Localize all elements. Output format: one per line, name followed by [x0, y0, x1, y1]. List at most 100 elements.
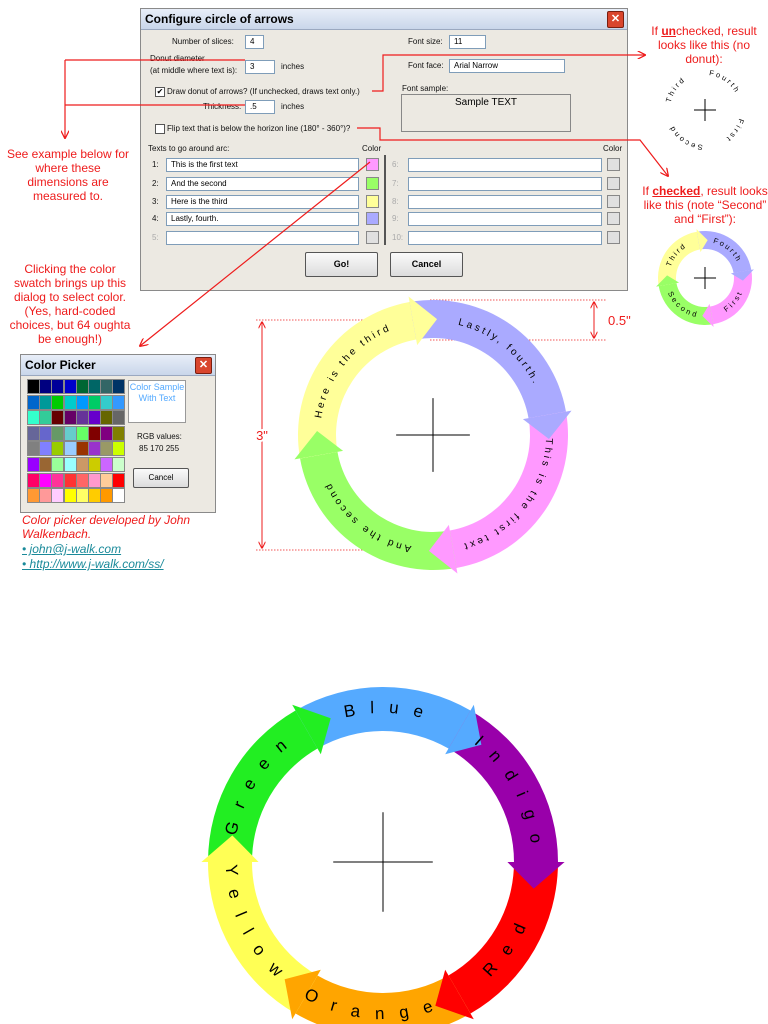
palette-swatch[interactable] — [51, 379, 65, 394]
color-swatch[interactable] — [366, 158, 379, 171]
font-size-select[interactable]: 11 — [449, 35, 486, 49]
palette-swatch[interactable] — [63, 379, 77, 394]
palette-swatch[interactable] — [75, 472, 89, 488]
palette-swatch[interactable] — [27, 394, 40, 410]
palette-swatch[interactable] — [100, 457, 114, 472]
palette-swatch[interactable] — [39, 457, 53, 472]
palette-swatch[interactable] — [75, 410, 89, 426]
palette-swatch[interactable] — [75, 379, 89, 394]
palette-swatch[interactable] — [63, 457, 77, 472]
palette-swatch[interactable] — [27, 425, 40, 441]
palette-swatch[interactable] — [88, 379, 101, 394]
checkbox[interactable]: ✔ — [155, 87, 165, 97]
palette-swatch[interactable] — [27, 457, 40, 472]
url-link[interactable]: • http://www.j-walk.com/ss/ — [22, 557, 164, 571]
go-button[interactable]: Go! — [305, 252, 378, 277]
palette-swatch[interactable] — [75, 425, 89, 441]
palette-swatch[interactable] — [51, 425, 65, 441]
palette-swatch[interactable] — [100, 394, 114, 410]
cancel-button[interactable]: Cancel — [390, 252, 463, 277]
palette-swatch[interactable] — [27, 410, 40, 426]
palette-swatch[interactable] — [112, 394, 126, 410]
palette-swatch[interactable] — [39, 379, 53, 394]
checkbox[interactable] — [155, 124, 165, 134]
palette-swatch[interactable] — [39, 441, 53, 457]
palette-swatch[interactable] — [100, 379, 114, 394]
palette-swatch[interactable] — [63, 410, 77, 426]
palette-swatch[interactable] — [112, 379, 126, 394]
palette-swatch[interactable] — [100, 472, 114, 488]
palette-swatch[interactable] — [27, 441, 40, 457]
annotation: See example below for where these dimens… — [6, 147, 130, 203]
text-input[interactable] — [166, 231, 359, 245]
palette-swatch[interactable] — [100, 441, 114, 457]
text-input[interactable] — [408, 195, 602, 209]
palette-swatch[interactable] — [112, 472, 126, 488]
palette-swatch[interactable] — [51, 441, 65, 457]
arc-text: Yellow — [221, 864, 297, 991]
palette-swatch[interactable] — [39, 472, 53, 488]
palette-swatch[interactable] — [88, 394, 101, 410]
palette-swatch[interactable] — [112, 425, 126, 441]
slices-input[interactable]: 4 — [245, 35, 264, 49]
palette-swatch[interactable] — [100, 425, 114, 441]
palette-swatch[interactable] — [88, 441, 101, 457]
thickness-input[interactable]: .5 — [245, 100, 275, 114]
color-swatch[interactable] — [607, 231, 620, 244]
palette-swatch[interactable] — [39, 394, 53, 410]
palette-swatch[interactable] — [63, 441, 77, 457]
palette-swatch[interactable] — [51, 488, 65, 504]
palette-swatch[interactable] — [75, 441, 89, 457]
palette-swatch[interactable] — [63, 488, 77, 504]
color-swatch[interactable] — [366, 177, 379, 190]
palette-swatch[interactable] — [51, 472, 65, 488]
color-swatch[interactable] — [607, 177, 620, 190]
palette-swatch[interactable] — [39, 410, 53, 426]
palette-swatch[interactable] — [88, 488, 101, 504]
palette-swatch[interactable] — [88, 457, 101, 472]
email-link[interactable]: • john@j-walk.com — [22, 542, 122, 556]
text-input[interactable]: Lastly, fourth. — [166, 212, 359, 226]
diameter-input[interactable]: 3 — [245, 60, 275, 74]
palette-swatch[interactable] — [112, 488, 126, 504]
palette-swatch[interactable] — [88, 472, 101, 488]
palette-swatch[interactable] — [88, 425, 101, 441]
text-input[interactable] — [408, 177, 602, 191]
palette-swatch[interactable] — [112, 457, 126, 472]
font-face-select[interactable]: Arial Narrow — [449, 59, 565, 73]
text-input[interactable]: And the second — [166, 177, 359, 191]
palette-swatch[interactable] — [63, 394, 77, 410]
palette-swatch[interactable] — [51, 457, 65, 472]
palette-swatch[interactable] — [75, 457, 89, 472]
palette-swatch[interactable] — [63, 472, 77, 488]
color-swatch[interactable] — [607, 158, 620, 171]
color-swatch[interactable] — [366, 195, 379, 208]
cancel-button[interactable]: Cancel — [133, 468, 189, 488]
palette-swatch[interactable] — [39, 425, 53, 441]
palette-swatch[interactable] — [27, 488, 40, 504]
color-swatch[interactable] — [366, 212, 379, 225]
palette-swatch[interactable] — [63, 425, 77, 441]
close-button[interactable]: ✕ — [195, 357, 212, 374]
palette-swatch[interactable] — [39, 488, 53, 504]
palette-swatch[interactable] — [100, 410, 114, 426]
text-input[interactable] — [408, 212, 602, 226]
palette-swatch[interactable] — [112, 410, 126, 426]
palette-swatch[interactable] — [88, 410, 101, 426]
text-input[interactable] — [408, 158, 602, 172]
palette-swatch[interactable] — [100, 488, 114, 504]
palette-swatch[interactable] — [27, 379, 40, 394]
color-swatch[interactable] — [607, 195, 620, 208]
palette-swatch[interactable] — [27, 472, 40, 488]
color-swatch[interactable] — [607, 212, 620, 225]
palette-swatch[interactable] — [112, 441, 126, 457]
color-swatch[interactable] — [366, 231, 379, 244]
text-input[interactable] — [408, 231, 602, 245]
text-input[interactable]: Here is the third — [166, 195, 359, 209]
palette-swatch[interactable] — [75, 488, 89, 504]
text-input[interactable]: This is the first text — [166, 158, 359, 172]
palette-swatch[interactable] — [51, 410, 65, 426]
palette-swatch[interactable] — [75, 394, 89, 410]
palette-swatch[interactable] — [51, 394, 65, 410]
close-button[interactable]: ✕ — [607, 11, 624, 28]
